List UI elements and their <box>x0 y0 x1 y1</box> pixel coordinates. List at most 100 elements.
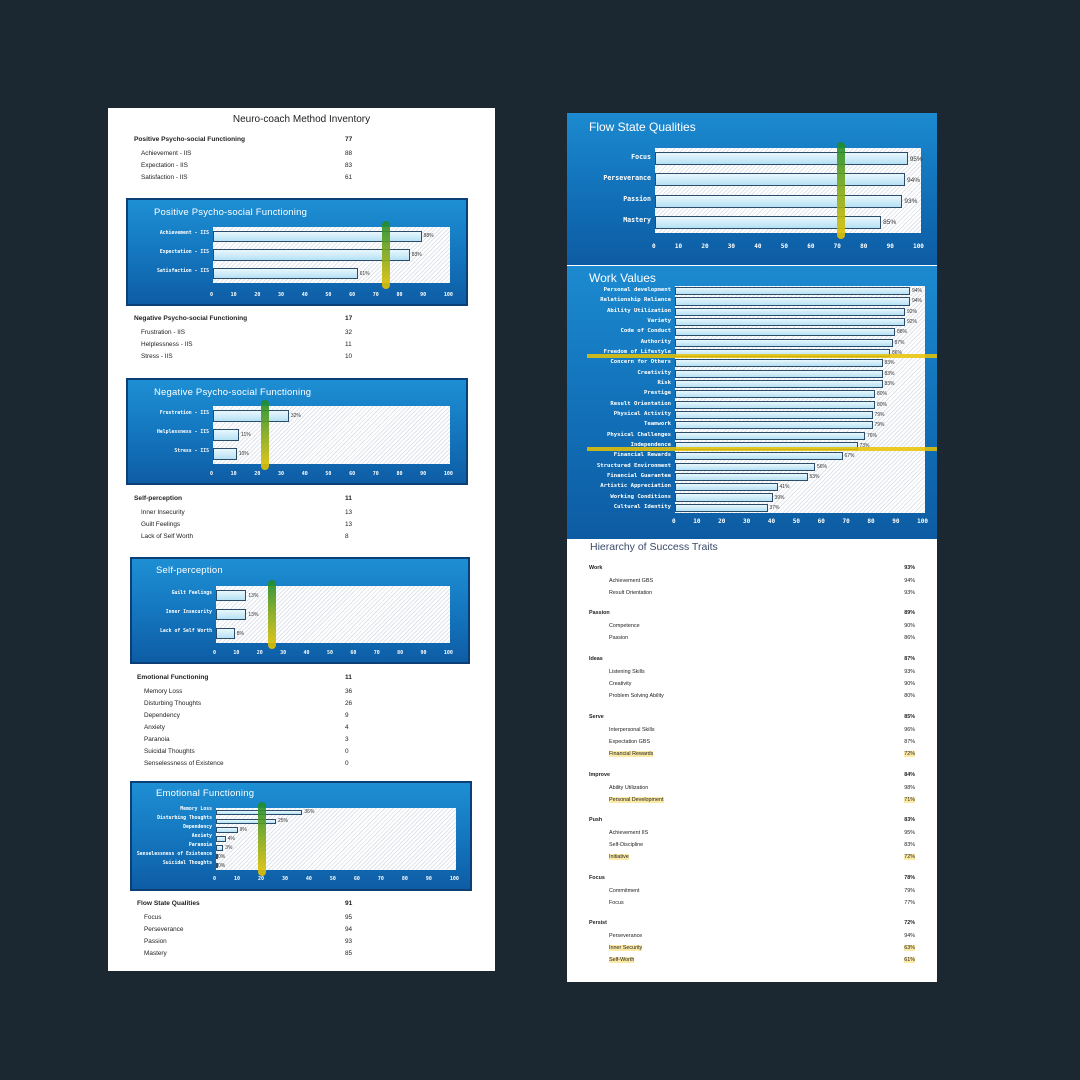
trait-row: Ability Utilization 98% <box>589 785 915 791</box>
bar-mark <box>216 827 238 833</box>
inventory-page: Neuro-coach Method Inventory Positive Ps… <box>108 108 495 971</box>
table-row: Stress - IIS 10 <box>141 353 365 360</box>
threshold-marker <box>382 221 390 289</box>
trait-label: Interpersonal Skills <box>609 727 655 733</box>
category-label: Expectation - IIS <box>159 250 209 255</box>
category-label: Cultural Identity <box>613 503 671 510</box>
trait-group-name: Push <box>589 817 603 823</box>
tick-label: 20 <box>701 243 709 250</box>
tick-label: 100 <box>449 876 459 882</box>
trait-group-heading: Serve 85% <box>589 714 915 720</box>
bar-mark <box>216 627 235 640</box>
trait-group-heading: Push 83% <box>589 817 915 823</box>
category-label: Focus <box>631 152 651 161</box>
tick-label: 40 <box>301 471 308 477</box>
positive-chart-panel: Positive Psycho-social Functioning 88% 83%… <box>126 198 468 306</box>
trait-group-name: Improve <box>589 772 610 778</box>
table-row: Satisfaction - IIS 61 <box>141 174 365 181</box>
category-label: Ability Utilization <box>607 307 671 314</box>
trait-row: Perseverance 94% <box>589 933 915 939</box>
data-label: 37% <box>769 504 780 511</box>
data-label: 73% <box>859 442 870 449</box>
chart-title: Negative Psycho-social Functioning <box>154 387 312 398</box>
category-label: Stress - IIS <box>174 449 209 455</box>
trait-group-score: 72% <box>904 920 915 926</box>
bar-mark <box>675 410 873 419</box>
data-label: 8% <box>236 630 244 637</box>
row-label: Satisfaction - IIS <box>141 174 188 181</box>
row-label: Dependency <box>144 712 180 719</box>
flow-chart-panel: Flow State Qualities 95% 94% 93% 85% Focus Per… <box>567 113 937 265</box>
data-label: 10% <box>238 451 249 458</box>
row-value: 11 <box>345 341 352 348</box>
row-label: Passion <box>144 938 167 945</box>
trait-label: Self-Worth <box>609 957 635 963</box>
trait-label: Achievement IIS <box>609 830 649 836</box>
negative-chart-panel: Negative Psycho-social Functioning 32% 11%… <box>126 378 468 485</box>
category-label: Concern for Others <box>610 359 671 366</box>
chart-title: Flow State Qualities <box>589 120 696 134</box>
tick-label: 30 <box>280 650 287 656</box>
data-label: 3% <box>225 844 233 851</box>
table-row: Suicidal Thoughts 0 <box>144 748 365 755</box>
category-label: Teamwork <box>644 421 671 428</box>
category-label: Guilt Feelings <box>171 590 212 596</box>
emotional-heading-row: Emotional Functioning 11 <box>137 674 365 681</box>
row-value: 4 <box>345 724 349 731</box>
data-label: 83% <box>884 360 895 367</box>
plot-area: 88% 83% 61% <box>213 227 450 283</box>
category-label: Achievement - IIS <box>159 231 209 237</box>
trait-value: 94% <box>904 578 915 584</box>
row-label: Anxiety <box>144 724 165 731</box>
trait-group-heading: Improve 84% <box>589 772 915 778</box>
tick-label: 70 <box>833 243 841 250</box>
tick-label: 100 <box>913 243 924 250</box>
data-label: 87% <box>894 339 905 346</box>
emotional-heading: Emotional Functioning <box>137 674 209 681</box>
tick-label: 30 <box>281 876 288 882</box>
category-label: Personal development <box>603 287 671 294</box>
data-label: 94% <box>912 298 923 305</box>
tick-label: 60 <box>807 243 815 250</box>
data-label: 83% <box>411 252 422 258</box>
category-label: Anxiety <box>191 834 212 839</box>
tick-label: 90 <box>420 471 427 477</box>
bar-mark <box>675 328 895 337</box>
tick-label: 0 <box>210 292 214 298</box>
table-row: Guilt Feelings 13 <box>141 521 365 528</box>
trait-label: Competence <box>609 623 640 629</box>
tick-label: 100 <box>917 518 928 525</box>
tick-label: 20 <box>257 876 264 882</box>
category-label: Disturbing Thoughts <box>157 816 212 822</box>
data-label: 39% <box>774 494 785 501</box>
x-axis-ticks: 0 10 20 30 40 50 60 70 80 90 100 <box>672 518 928 525</box>
tick-label: 90 <box>420 650 427 656</box>
row-value: 95 <box>345 914 353 921</box>
self-heading: Self-perception <box>134 495 182 502</box>
row-value: 83 <box>345 162 353 169</box>
trait-label: Commitment <box>609 888 640 894</box>
x-axis-ticks: 0 10 20 30 40 50 60 70 80 90 100 <box>210 471 453 477</box>
trait-group-name: Passion <box>589 610 610 616</box>
tick-label: 40 <box>305 876 312 882</box>
bar-mark <box>675 431 865 440</box>
tick-label: 80 <box>860 243 868 250</box>
data-label: 13% <box>248 592 259 599</box>
trait-row: Achievement GBS 94% <box>589 578 915 584</box>
row-label: Perseverance <box>144 926 184 933</box>
tick-label: 50 <box>792 518 800 525</box>
category-label: Senselessness of Existence <box>136 851 212 857</box>
table-row: Expectation - IIS 83 <box>141 162 365 169</box>
tick-label: 40 <box>303 650 310 656</box>
tick-label: 70 <box>842 518 850 525</box>
bar-mark <box>213 429 240 441</box>
row-label: Achievement - IIS <box>141 150 192 157</box>
tick-label: 10 <box>233 876 240 882</box>
trait-value: 71% <box>904 797 915 803</box>
category-label: Structured Environment <box>596 462 671 469</box>
category-label: Prestige <box>644 390 671 397</box>
tick-label: 50 <box>326 650 333 656</box>
bar-mark <box>216 845 224 851</box>
row-label: Focus <box>144 914 162 921</box>
bar-mark <box>216 853 218 860</box>
